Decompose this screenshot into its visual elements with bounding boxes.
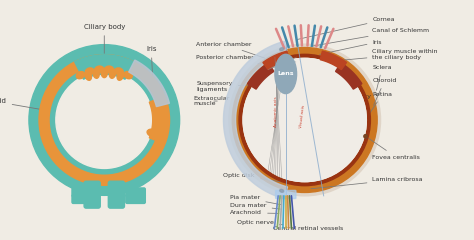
Text: Posterior chamber: Posterior chamber [196, 55, 276, 67]
FancyBboxPatch shape [126, 195, 146, 204]
Ellipse shape [76, 72, 84, 79]
Polygon shape [320, 51, 346, 70]
Circle shape [39, 55, 170, 185]
Text: Ciliary process: Ciliary process [55, 129, 150, 135]
Text: Ciliary muscle within
the ciliary body: Ciliary muscle within the ciliary body [328, 49, 438, 61]
Text: Suspensory
ligaments: Suspensory ligaments [196, 81, 255, 91]
Text: Fovea centralis: Fovea centralis [368, 138, 420, 160]
Ellipse shape [95, 66, 104, 73]
Polygon shape [129, 60, 169, 107]
Polygon shape [263, 51, 289, 70]
Polygon shape [336, 63, 362, 89]
FancyBboxPatch shape [72, 188, 91, 197]
Text: Choroid: Choroid [0, 98, 41, 109]
Text: Pia mater: Pia mater [230, 195, 282, 205]
Text: Iris: Iris [146, 46, 156, 77]
Ellipse shape [280, 48, 283, 51]
Ellipse shape [158, 130, 164, 135]
Ellipse shape [101, 68, 107, 78]
Text: Cornea: Cornea [297, 17, 395, 39]
Polygon shape [247, 63, 274, 89]
Text: Lens: Lens [277, 72, 294, 77]
Text: Lamina cribrosa: Lamina cribrosa [311, 177, 423, 189]
Circle shape [40, 56, 168, 184]
Circle shape [50, 66, 158, 174]
FancyBboxPatch shape [72, 195, 91, 204]
Ellipse shape [147, 129, 159, 137]
Polygon shape [223, 41, 288, 199]
Text: Arachnoid: Arachnoid [230, 210, 279, 215]
FancyBboxPatch shape [275, 190, 296, 198]
Text: Canal of Schlemm: Canal of Schlemm [311, 28, 429, 46]
Text: Dura mater: Dura mater [230, 203, 280, 209]
Circle shape [239, 54, 370, 186]
Circle shape [229, 44, 381, 196]
Text: Extraocular
muscle: Extraocular muscle [193, 96, 229, 107]
Text: Iris: Iris [319, 40, 382, 54]
Text: Sclera: Sclera [373, 65, 392, 90]
Ellipse shape [275, 54, 297, 94]
Text: Optic nerve: Optic nerve [237, 220, 283, 225]
Polygon shape [74, 55, 134, 79]
Circle shape [52, 67, 157, 173]
Ellipse shape [93, 69, 99, 78]
Polygon shape [149, 98, 163, 142]
Text: Central retinal vessels: Central retinal vessels [273, 226, 343, 231]
Circle shape [232, 48, 377, 192]
Circle shape [240, 55, 370, 185]
Circle shape [29, 45, 180, 195]
Text: Retina: Retina [366, 92, 392, 119]
Text: Anterior chamber: Anterior chamber [196, 42, 265, 58]
Ellipse shape [85, 71, 91, 80]
Ellipse shape [280, 189, 283, 192]
Ellipse shape [115, 68, 123, 75]
Circle shape [364, 135, 367, 138]
Text: Choroid: Choroid [373, 78, 397, 105]
Ellipse shape [124, 72, 132, 79]
Ellipse shape [117, 71, 124, 80]
Circle shape [56, 72, 153, 168]
FancyBboxPatch shape [84, 181, 100, 208]
Text: Vitreous cavity: Vitreous cavity [324, 94, 371, 99]
FancyBboxPatch shape [126, 188, 146, 197]
Ellipse shape [109, 69, 116, 78]
Text: Anatomic axis: Anatomic axis [274, 96, 278, 127]
Text: Ciliary body: Ciliary body [83, 24, 125, 53]
Text: Optic disk: Optic disk [223, 173, 282, 182]
Text: Visual axis: Visual axis [299, 105, 305, 128]
Circle shape [243, 58, 366, 182]
Circle shape [243, 58, 366, 182]
Ellipse shape [105, 66, 114, 73]
FancyBboxPatch shape [109, 181, 125, 208]
Ellipse shape [85, 68, 94, 75]
